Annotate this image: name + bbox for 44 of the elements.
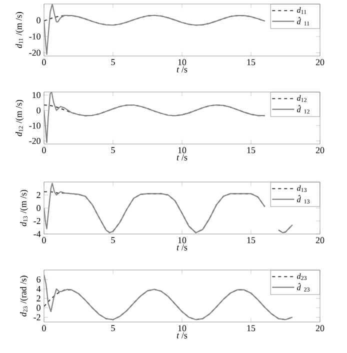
y-axis-title: d$_{23}$ /(rad /s) <box>20 276 28 316</box>
x-tick-label: 5 <box>111 325 115 332</box>
y-axis-title: d$_{12}$ /(m /s) <box>16 100 24 136</box>
y-tick-label: -10 <box>29 122 40 129</box>
x-tick-label: 15 <box>247 237 256 244</box>
x-tick-label: 10 <box>178 237 186 244</box>
y-tick-label: 0 <box>36 107 40 114</box>
x-tick-label: 0 <box>42 147 46 154</box>
x-tick-label: 5 <box>111 147 115 154</box>
y-tick-label: -2 <box>34 314 40 320</box>
y-tick-label: 6 <box>36 276 41 282</box>
x-tick-label: 0 <box>42 237 46 244</box>
x-tick-label: 10 <box>178 59 186 66</box>
y-tick-label: -20 <box>29 50 40 56</box>
x-tick-label: 20 <box>316 237 324 244</box>
y-axis-title: d$_{11}$ /(m /s) <box>16 12 24 48</box>
y-tick-label: 10 <box>32 92 40 98</box>
y-tick-label: 2 <box>36 295 40 302</box>
y-tick-label: -2 <box>34 218 40 224</box>
y-tick-label: -4 <box>34 231 41 237</box>
x-tick-label: 20 <box>316 325 324 332</box>
y-tick-label: 0 <box>36 304 40 311</box>
x-tick-label: 10 <box>178 325 186 332</box>
x-tick-label: 15 <box>247 59 256 66</box>
x-axis-title: t /s <box>176 66 188 72</box>
y-tick-label: 4 <box>36 286 41 292</box>
x-tick-label: 15 <box>247 325 256 332</box>
x-tick-label: 5 <box>111 59 115 66</box>
x-axis-title: t /s <box>176 154 188 160</box>
x-tick-label: 20 <box>316 59 324 66</box>
y-tick-label: -10 <box>29 33 40 40</box>
y-tick-label: 0 <box>36 204 40 212</box>
x-tick-label: 0 <box>42 59 46 66</box>
x-axis-title: t /s <box>176 244 188 250</box>
x-tick-label: 20 <box>316 147 324 154</box>
y-tick-label: 2 <box>36 192 40 198</box>
y-axis-title: d$_{13}$ /(m /s) <box>20 190 28 226</box>
x-tick-label: 15 <box>247 147 256 154</box>
y-tick-label: -20 <box>29 138 40 144</box>
x-tick-label: 5 <box>111 237 115 244</box>
x-tick-label: 10 <box>178 147 186 154</box>
x-axis-title: t /s <box>176 332 188 338</box>
x-tick-label: 0 <box>42 325 46 332</box>
y-tick-label: 0 <box>36 17 40 24</box>
